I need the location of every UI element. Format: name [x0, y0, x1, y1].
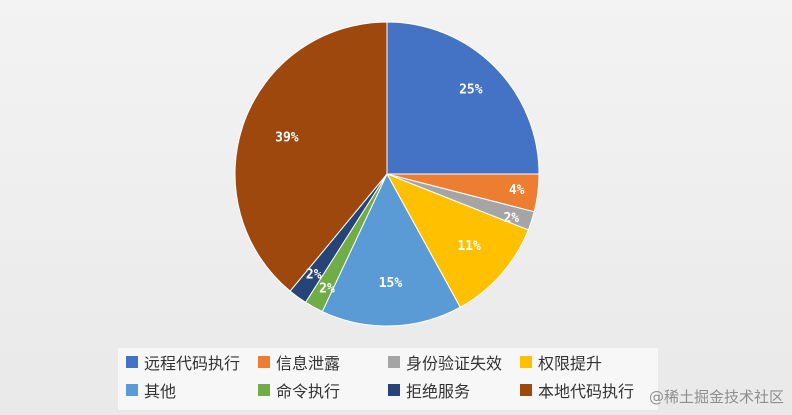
- legend-swatch: [126, 384, 138, 396]
- legend-label: 远程代码执行: [144, 354, 241, 373]
- pie-slice-4: [385, 173, 529, 308]
- pie-slice-1: [386, 21, 540, 175]
- pie-slice-8: [234, 21, 388, 292]
- chart-legend: 远程代码执行 信息泄露 身份验证失效 权限提升其他 命令执行 拒绝服务 本地代码执行: [118, 348, 658, 410]
- legend-label: 信息泄露: [276, 354, 341, 373]
- pie-slice-5: [321, 172, 461, 327]
- legend-label: 本地代码执行: [538, 382, 635, 401]
- legend-item-4: 权限提升: [520, 350, 602, 374]
- data-label-7: 2%: [306, 267, 322, 282]
- legend-swatch: [388, 356, 400, 368]
- legend-label: 其他: [144, 382, 177, 401]
- legend-item-3: 身份验证失效: [388, 350, 502, 374]
- watermark-text: @稀土掘金技术社区: [648, 388, 784, 406]
- legend-item-6: 命令执行: [258, 378, 340, 402]
- legend-swatch: [388, 384, 400, 396]
- legend-item-2: 信息泄露: [258, 350, 340, 374]
- legend-label: 拒绝服务: [406, 382, 471, 401]
- data-label-6: 2%: [319, 282, 335, 297]
- data-label-1: 25%: [459, 83, 483, 98]
- legend-label: 权限提升: [538, 354, 603, 373]
- data-label-5: 15%: [379, 276, 403, 291]
- data-label-3: 2%: [503, 211, 519, 226]
- legend-label: 身份验证失效: [406, 354, 503, 373]
- data-label-2: 4%: [509, 183, 525, 198]
- data-label-4: 11%: [457, 239, 481, 254]
- legend-item-8: 本地代码执行: [520, 378, 634, 402]
- legend-item-5: 其他: [126, 378, 176, 402]
- legend-item-7: 拒绝服务: [388, 378, 470, 402]
- legend-item-1: 远程代码执行: [126, 350, 240, 374]
- legend-swatch: [520, 356, 532, 368]
- legend-swatch: [126, 356, 138, 368]
- legend-label: 命令执行: [276, 382, 341, 401]
- legend-swatch: [258, 384, 270, 396]
- legend-swatch: [520, 384, 532, 396]
- data-label-8: 39%: [275, 130, 299, 145]
- legend-swatch: [258, 356, 270, 368]
